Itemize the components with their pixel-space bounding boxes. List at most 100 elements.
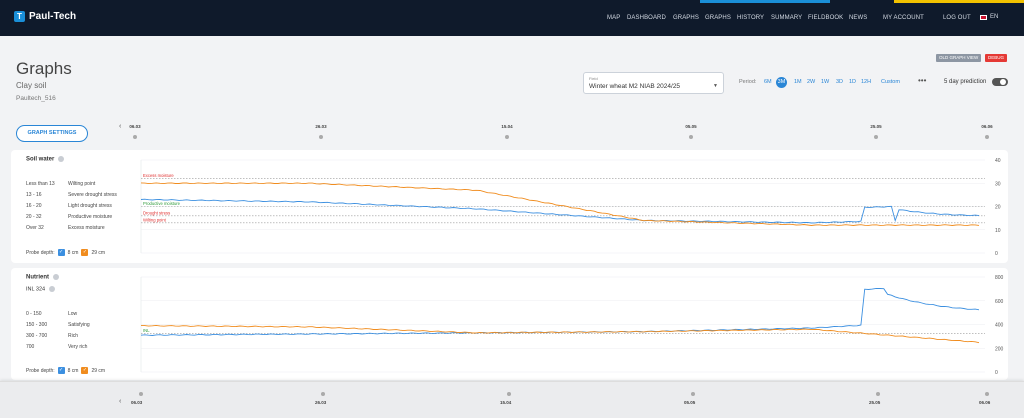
soil-water-title-text: Soil water (26, 156, 55, 163)
nav-log-out[interactable]: LOG OUT (943, 15, 971, 21)
series-line-8cm (140, 287, 980, 336)
nav-history[interactable]: HISTORY (737, 15, 765, 21)
brand-logo[interactable]: T Paul-Tech (14, 11, 76, 22)
timeline-date: 05.05 (684, 400, 696, 405)
threshold-label: INL (143, 328, 150, 333)
field-select[interactable]: Field Winter wheat M2 NIAB 2024/25 ▼ (583, 72, 724, 94)
language-label: EN (990, 14, 999, 20)
period-6m[interactable]: 6M (764, 79, 772, 85)
inl-value: INL 324 (26, 286, 56, 293)
legend-range: 13 - 16 (26, 192, 42, 198)
y-tick-label: 40 (995, 158, 1001, 164)
timeline-date: 06.03 (129, 124, 141, 129)
legend-name: Very rich (68, 344, 88, 350)
legend-range: 300 - 700 (26, 333, 48, 339)
debug-button[interactable]: DEBUG (985, 54, 1008, 62)
chevron-down-icon: ▼ (713, 83, 718, 89)
period-label: Period: (739, 79, 757, 85)
timeline-date: 26.03 (315, 124, 327, 129)
timeline-date: 26.03 (315, 400, 327, 405)
threshold-label: Drought stress (143, 210, 170, 215)
y-tick-label: 30 (995, 181, 1001, 187)
nutrient-title: Nutrient (26, 274, 59, 281)
y-tick-label: 0 (995, 370, 998, 376)
series-line-29cm (140, 324, 980, 344)
soil-water-chart[interactable]: 40 30 20 10 0 Excess moisture Productive moist… (135, 154, 1008, 259)
info-icon[interactable] (58, 156, 65, 162)
legend-name: Severe drought stress (68, 192, 117, 198)
legend-range: 16 - 20 (26, 203, 42, 209)
legend-name: Productive moisture (68, 214, 113, 220)
info-icon[interactable] (49, 286, 56, 292)
checkbox-8cm[interactable]: ✓ (57, 249, 65, 256)
inl-text: INL 324 (26, 286, 46, 293)
nutrient-chart[interactable]: 800 600 400 200 0 INL (135, 271, 1008, 378)
legend-range: Over 32 (26, 225, 44, 231)
checkbox-29cm[interactable]: ✓ (81, 367, 89, 374)
series-line-8cm (140, 198, 980, 224)
nav-my-account[interactable]: MY ACCOUNT (883, 15, 924, 21)
nav-dashboard[interactable]: DASHBOARD (627, 15, 666, 21)
timeline-dot (139, 392, 143, 396)
timeline-dot (874, 135, 878, 139)
timeline-dot (505, 135, 509, 139)
timeline-date: 06.03 (131, 400, 143, 405)
checkbox-8cm[interactable]: ✓ (57, 367, 65, 374)
probe-8cm-label: 8 cm (67, 249, 79, 256)
timeline-top: ‹ 06.03 26.03 15.04 05.05 25.05 06.06 (0, 123, 1024, 144)
nav-fieldbook[interactable]: FIELDBOOK (808, 15, 844, 21)
chevron-left-icon[interactable]: ‹ (119, 123, 122, 130)
prediction-toggle[interactable] (992, 78, 1008, 86)
timeline-dot (985, 135, 989, 139)
nav-map[interactable]: MAP (607, 15, 621, 21)
legend-name: Excess moisture (68, 225, 105, 231)
prediction-label: 5 day prediction (944, 79, 987, 85)
legend-range: 700 (26, 344, 35, 350)
period-3d[interactable]: 3D (836, 79, 844, 85)
period-3m[interactable]: 3M (776, 77, 787, 88)
timeline-dot (689, 135, 693, 139)
period-12h[interactable]: 12H (861, 79, 872, 85)
period-1m[interactable]: 1M (794, 79, 802, 85)
more-options-icon[interactable]: ••• (918, 76, 927, 85)
timeline-date: 06.06 (979, 400, 991, 405)
legend-name: Light drought stress (68, 203, 112, 209)
soil-type: Clay soil (16, 81, 47, 90)
y-tick-label: 600 (995, 299, 1004, 305)
nav-summary[interactable]: SUMMARY (771, 15, 803, 21)
legend-range: Less than 13 (26, 181, 55, 187)
timeline-date: 25.05 (869, 400, 881, 405)
brand-logo-icon: T (14, 11, 25, 22)
field-select-value: Winter wheat M2 NIAB 2024/25 (589, 83, 681, 90)
legend-name: Wilting point (68, 181, 96, 187)
page-title: Graphs (16, 59, 72, 78)
y-tick-label: 400 (995, 323, 1004, 329)
period-1d[interactable]: 1D (849, 79, 857, 85)
y-tick-label: 800 (995, 275, 1004, 281)
checkbox-29cm[interactable]: ✓ (81, 249, 89, 256)
device-id: Paultech_516 (16, 95, 56, 102)
graph-settings-button[interactable]: GRAPH SETTINGS (16, 125, 88, 142)
old-graph-view-button[interactable]: OLD GRAPH VIEW (936, 54, 982, 62)
nav-graphs-2[interactable]: GRAPHS (705, 15, 731, 21)
probe-label: Probe depth: (26, 367, 55, 374)
period-1w[interactable]: 1W (821, 79, 830, 85)
legend-name: Satisfying (68, 322, 90, 328)
timeline-dot (133, 135, 137, 139)
timeline-date: 06.06 (981, 124, 993, 129)
timeline-dot (319, 135, 323, 139)
timeline-date: 05.05 (685, 124, 697, 129)
nav-graphs[interactable]: GRAPHS (673, 15, 699, 21)
language-selector[interactable]: EN (980, 14, 998, 20)
legend-name: Low (68, 311, 78, 317)
period-2w[interactable]: 2W (807, 79, 816, 85)
nav-news[interactable]: NEWS (849, 15, 868, 21)
top-navigation-bar: T Paul-Tech MAP DASHBOARD GRAPHS GRAPHS … (0, 0, 1024, 36)
brand-stripes (700, 0, 1024, 3)
info-icon[interactable] (53, 274, 59, 280)
chevron-left-icon[interactable]: ‹ (119, 398, 122, 405)
soil-water-title: Soil water (26, 156, 65, 163)
field-select-label: Field (589, 76, 598, 81)
period-custom[interactable]: Custom (881, 79, 900, 85)
threshold-label: Excess moisture (143, 173, 174, 178)
